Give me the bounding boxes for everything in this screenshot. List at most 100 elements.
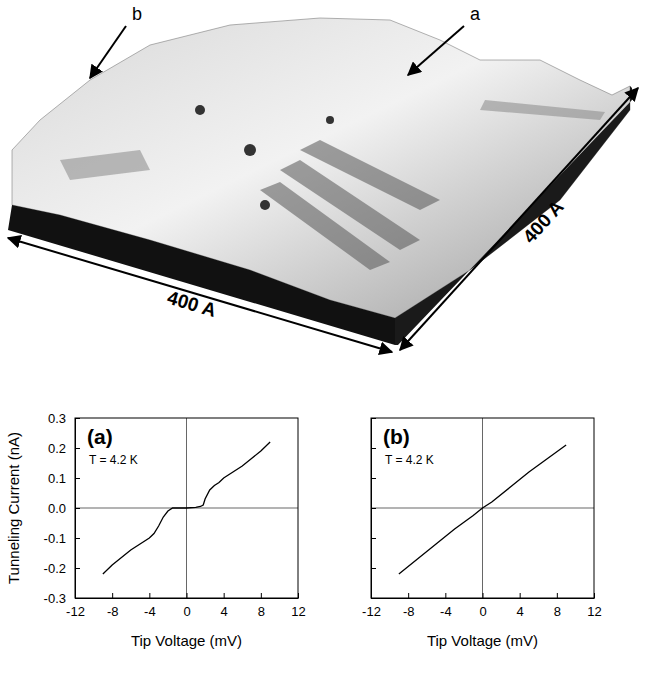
x-tick-label: -4 — [440, 604, 452, 619]
x-tick-label: 8 — [258, 604, 265, 619]
annotation: T = 4.2 K — [89, 453, 138, 467]
y-tick-label: 0.0 — [48, 501, 66, 516]
plot-frame — [75, 418, 298, 598]
x-tick: 12 — [291, 593, 305, 619]
y-tick-mark — [371, 568, 376, 569]
x-tick: 0 — [479, 593, 486, 619]
y-tick-mark — [75, 418, 80, 419]
y-tick-label: -0.1 — [44, 531, 66, 546]
pointer-label: b — [132, 4, 142, 24]
x-tick: 8 — [554, 593, 561, 619]
y-tick-mark — [371, 418, 376, 419]
y-tick-label: 0.1 — [48, 471, 66, 486]
y-tick: 0.3 — [48, 411, 80, 426]
y-tick-label: 0.3 — [48, 411, 66, 426]
x-axis-title: Tip Voltage (mV) — [131, 632, 242, 649]
y-tick — [371, 538, 376, 539]
surface-shade — [260, 182, 390, 270]
y-tick — [371, 418, 376, 419]
x-tick-mark — [261, 593, 262, 598]
pointer-arrow — [90, 26, 126, 78]
x-tick-label: 12 — [587, 604, 601, 619]
x-tick-label: 0 — [183, 604, 190, 619]
chart-panel: -12 -8 -4 0 4 8 12 (b) T = 4.2 K Tip Voltage (mV) — [362, 418, 602, 649]
x-tick-label: 12 — [291, 604, 305, 619]
x-tick-mark — [520, 593, 521, 598]
x-tick-mark — [112, 593, 113, 598]
dimension-label: 400 A — [165, 287, 219, 321]
surface-pit — [260, 200, 270, 210]
x-tick-label: -12 — [362, 604, 381, 619]
x-tick: 4 — [221, 593, 228, 619]
dimension-label: 400 A — [519, 196, 568, 247]
y-tick-label: -0.2 — [44, 561, 66, 576]
x-tick-label: 4 — [221, 604, 228, 619]
y-axis — [371, 419, 376, 599]
y-axis-title: Tunneling Current (nA) — [5, 432, 22, 584]
y-tick-mark — [75, 598, 80, 599]
y-tick: 0.1 — [48, 471, 80, 486]
x-tick-mark — [557, 593, 558, 598]
y-tick: -0.3 — [44, 591, 80, 606]
x-tick-label: -8 — [403, 604, 415, 619]
y-tick: 0.0 — [48, 501, 80, 516]
x-tick: 0 — [183, 593, 190, 619]
x-axis: -12 -8 -4 0 4 8 12 — [362, 593, 602, 619]
surface-shade — [60, 150, 150, 180]
plot-frame — [371, 418, 594, 598]
x-tick-mark — [224, 593, 225, 598]
y-tick — [371, 568, 376, 569]
x-tick: -8 — [107, 593, 119, 619]
pointer-arrow — [408, 26, 464, 75]
x-axis: -12 -8 -4 0 4 8 12 — [66, 593, 306, 619]
x-axis-line — [76, 598, 299, 599]
y-tick: -0.2 — [44, 561, 80, 576]
y-tick-mark — [75, 568, 80, 569]
dimension-arrow — [8, 238, 392, 352]
y-tick: -0.1 — [44, 531, 80, 546]
surface-pit — [244, 144, 256, 156]
dimension-arrow — [400, 88, 638, 350]
surface-shade — [480, 100, 605, 120]
x-tick-label: 4 — [517, 604, 524, 619]
x-tick-mark — [445, 593, 446, 598]
y-tick-mark — [75, 478, 80, 479]
y-tick — [371, 508, 376, 509]
x-tick-label: 0 — [479, 604, 486, 619]
x-tick-mark — [149, 593, 150, 598]
x-tick-label: -12 — [66, 604, 85, 619]
y-tick — [371, 448, 376, 449]
x-tick: 12 — [587, 593, 601, 619]
y-tick-mark — [371, 508, 376, 509]
y-tick-label: 0.2 — [48, 441, 66, 456]
surface-pit — [195, 105, 205, 115]
stm-image: b a 400 A 400 A — [8, 4, 638, 352]
x-tick-mark — [594, 593, 595, 598]
x-tick-label: 8 — [554, 604, 561, 619]
x-tick-label: -8 — [107, 604, 119, 619]
y-tick-mark — [371, 538, 376, 539]
x-tick-mark — [298, 593, 299, 598]
y-axis: -0.3 -0.2 -0.1 0.0 0.1 0.2 0.3 — [44, 411, 80, 606]
y-tick — [371, 598, 376, 599]
x-tick: -8 — [403, 593, 415, 619]
x-tick-mark — [483, 593, 484, 598]
annotation: T = 4.2 K — [385, 453, 434, 467]
x-tick-mark — [187, 593, 188, 598]
x-axis-title: Tip Voltage (mV) — [427, 632, 538, 649]
x-tick-mark — [408, 593, 409, 598]
y-tick-mark — [75, 508, 80, 509]
y-tick-mark — [75, 448, 80, 449]
y-tick: 0.2 — [48, 441, 80, 456]
x-tick-label: -4 — [144, 604, 156, 619]
panel-title: (a) — [87, 425, 113, 448]
y-tick-mark — [371, 598, 376, 599]
panel-title: (b) — [383, 425, 410, 448]
y-tick-mark — [371, 448, 376, 449]
y-tick — [371, 478, 376, 479]
x-axis-line — [372, 598, 595, 599]
x-tick: 4 — [517, 593, 524, 619]
x-tick: 8 — [258, 593, 265, 619]
pointer-label: a — [470, 4, 481, 24]
surface-pit — [326, 116, 334, 124]
